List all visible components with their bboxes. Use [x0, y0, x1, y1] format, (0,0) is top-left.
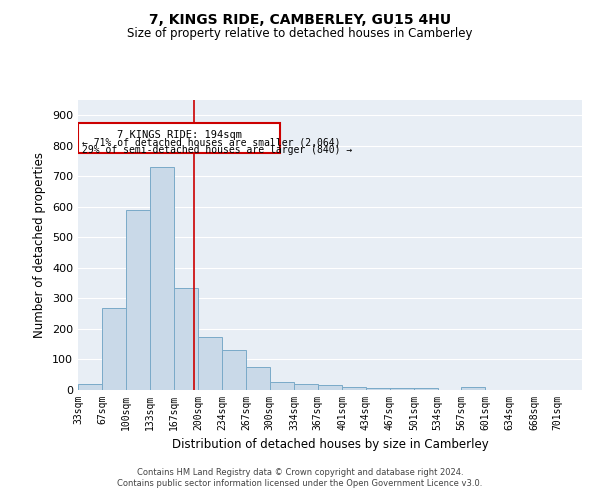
Bar [461, 387, 485, 390]
Bar [318, 386, 342, 390]
Text: Size of property relative to detached houses in Camberley: Size of property relative to detached ho… [127, 28, 473, 40]
Bar [223, 350, 247, 390]
Text: Contains HM Land Registry data © Crown copyright and database right 2024.
Contai: Contains HM Land Registry data © Crown c… [118, 468, 482, 487]
Text: ← 71% of detached houses are smaller (2,064): ← 71% of detached houses are smaller (2,… [82, 138, 340, 147]
Bar [294, 384, 318, 390]
Text: 7, KINGS RIDE, CAMBERLEY, GU15 4HU: 7, KINGS RIDE, CAMBERLEY, GU15 4HU [149, 12, 451, 26]
X-axis label: Distribution of detached houses by size in Camberley: Distribution of detached houses by size … [172, 438, 488, 452]
Bar [269, 382, 294, 390]
Bar [103, 308, 127, 390]
Bar [78, 123, 280, 154]
Text: 29% of semi-detached houses are larger (840) →: 29% of semi-detached houses are larger (… [82, 145, 352, 155]
Bar [366, 388, 390, 390]
Bar [78, 384, 102, 390]
Bar [414, 388, 438, 390]
Text: 7 KINGS RIDE: 194sqm: 7 KINGS RIDE: 194sqm [117, 130, 242, 140]
Bar [246, 367, 270, 390]
Bar [389, 388, 413, 390]
Bar [126, 210, 150, 390]
Bar [198, 336, 222, 390]
Bar [342, 387, 366, 390]
Bar [150, 167, 174, 390]
Y-axis label: Number of detached properties: Number of detached properties [34, 152, 46, 338]
Bar [174, 288, 198, 390]
